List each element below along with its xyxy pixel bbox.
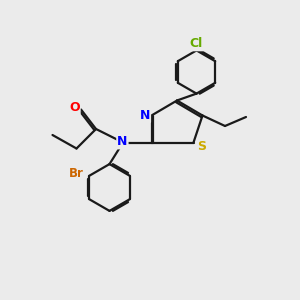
Text: S: S	[197, 140, 206, 153]
Text: N: N	[117, 135, 128, 148]
Text: N: N	[140, 109, 150, 122]
Text: Br: Br	[69, 167, 84, 180]
Text: O: O	[69, 100, 80, 114]
Text: Cl: Cl	[190, 37, 203, 50]
